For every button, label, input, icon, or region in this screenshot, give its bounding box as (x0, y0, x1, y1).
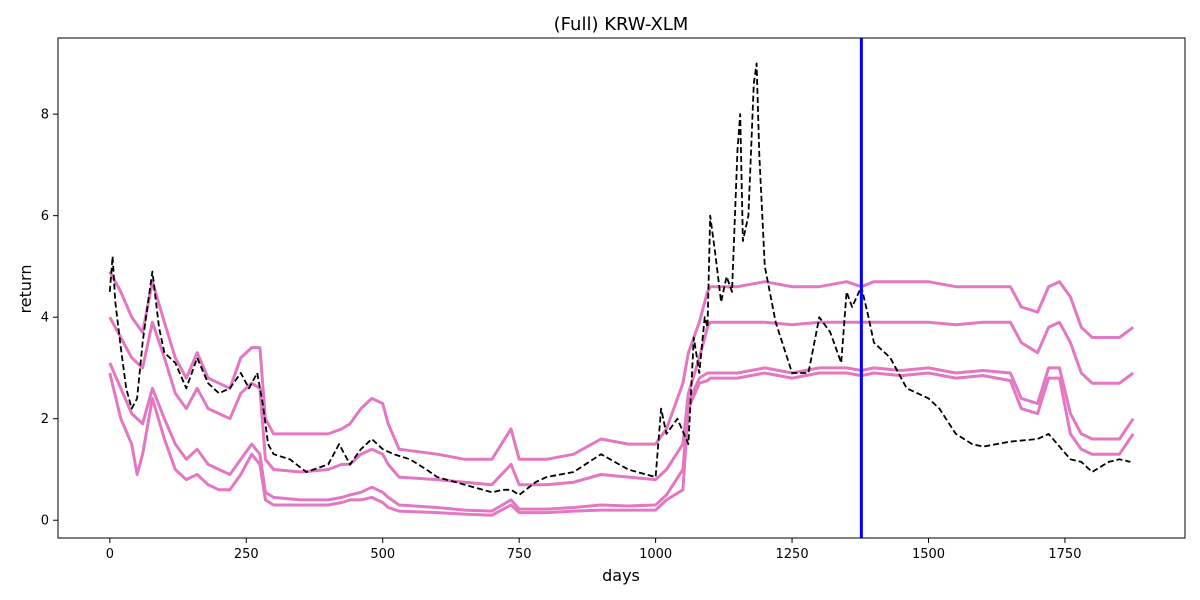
band-series-line-4 (108, 371, 1135, 517)
series-layer (108, 62, 1135, 517)
y-tick-label: 2 (41, 412, 49, 427)
x-axis-label: days (602, 566, 640, 585)
price-series-line (108, 62, 1131, 496)
band-series-line-2 (108, 316, 1135, 487)
y-tick-label: 4 (41, 311, 49, 326)
y-tick-label: 0 (41, 514, 49, 529)
x-tick-label: 1750 (1048, 547, 1081, 562)
x-tick-label: 1250 (776, 547, 809, 562)
chart-title: (Full) KRW-XLM (554, 14, 689, 35)
x-tick-label: 750 (507, 547, 532, 562)
y-axis-label: return (16, 265, 35, 314)
y-tick-label: 6 (41, 209, 49, 224)
plot-frame (57, 37, 1186, 539)
band-series-line-3 (108, 362, 1135, 513)
band-series-line-1 (108, 270, 1135, 461)
y-tick-label: 8 (41, 108, 49, 123)
x-tick-label: 250 (234, 547, 259, 562)
x-tick-label: 1500 (912, 547, 945, 562)
x-tick-label: 1000 (639, 547, 672, 562)
x-tick-label: 500 (370, 547, 395, 562)
x-tick-label: 0 (106, 547, 114, 562)
ticks-layer: 0 250 500 750 1000 1250 1500 1750 0 2 4 6 8 (41, 108, 1082, 562)
